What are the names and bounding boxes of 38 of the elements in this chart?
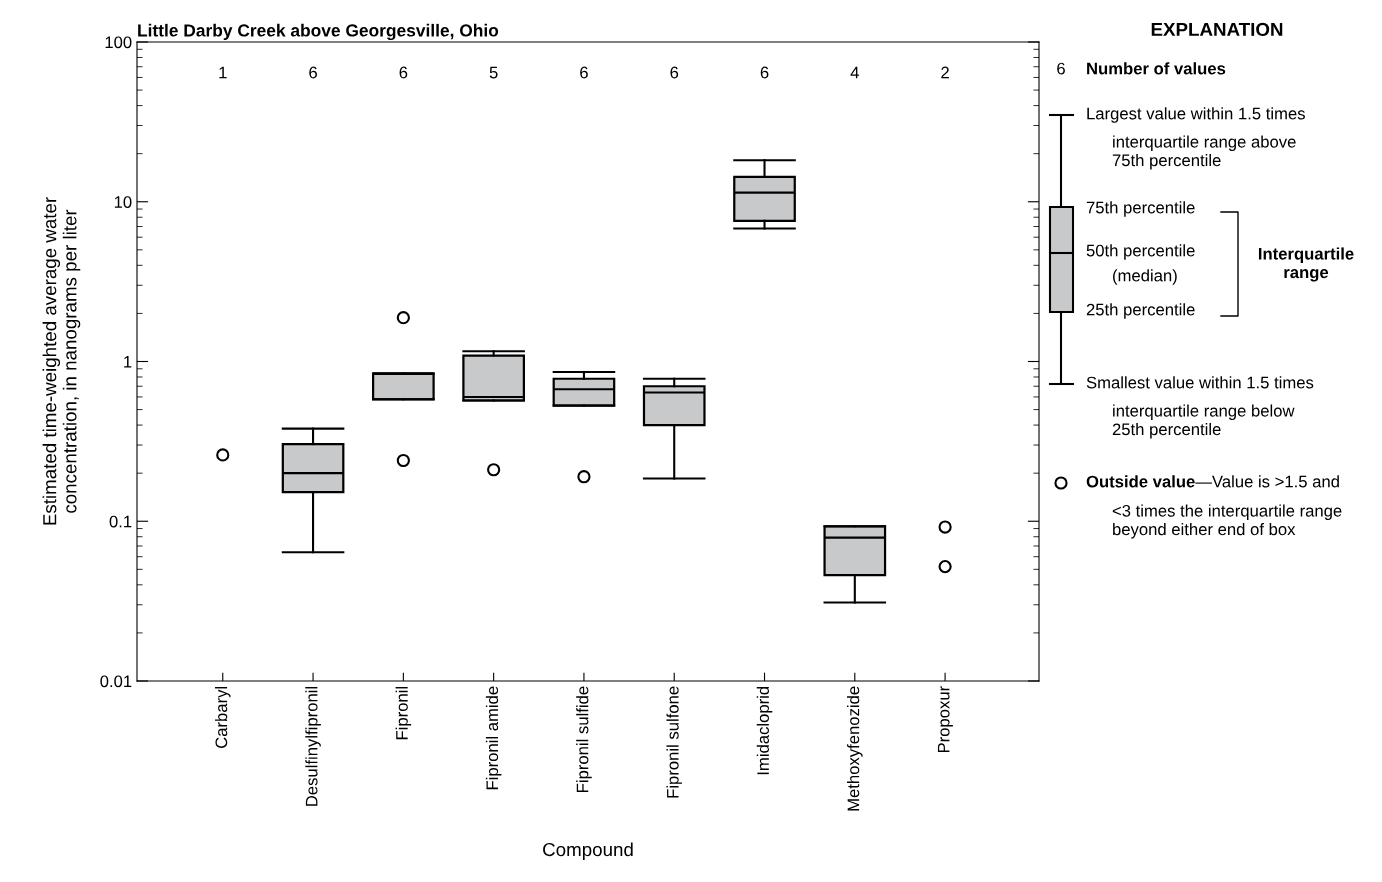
x-tick-label: Fipronil sulfide [576,686,592,792]
text: Number of values [1087,62,1226,75]
text: Smallest value within 1.5 times interquartile range below 25th percentile [1086,376,1314,439]
annotation: 5 [489,66,498,79]
text: 6 [1057,62,1065,75]
y-axis-title: Estimated time-weighted average water concentration, in nanograms per liter [42,197,81,525]
y-tick-label: 10 [114,196,132,208]
chart-title: Little Darby Creek above Georgesville, Ohio [138,23,499,41]
annotation: 2 [941,66,949,79]
annotation: 6 [399,66,408,79]
x-tick-label: Propoxur [937,686,953,753]
y-tick-label: 0.1 [109,515,132,528]
x-tick-label: Fipronil amide [485,686,502,790]
text: 50th percentile (median) [1086,244,1195,285]
text: Interquartile range [1258,247,1354,282]
text: Outside value [1086,475,1195,488]
text: —Value is >1.5 and [1195,475,1339,488]
text: 75th percentile [1086,201,1195,217]
text: 25th percentile [1086,303,1195,319]
text: EXPLANATION [1151,22,1283,37]
x-tick-label: Desulfinylfipronil [305,686,321,806]
annotation: 6 [760,66,769,79]
x-tick-label: Fipronil [395,686,412,740]
annotation: 6 [670,66,679,79]
text: Largest value within 1.5 times interquartile range above 75th percentile [1087,107,1305,170]
x-tick-label: Imidacloprid [756,686,773,775]
annotation: 4 [850,66,859,79]
annotation: 6 [309,66,317,79]
y-tick-label: 1 [124,356,132,368]
annotation: 6 [580,66,588,79]
text: <3 times the interquartile range beyond either end of box [1112,504,1342,539]
x-tick-label: Carbaryl [215,686,231,748]
y-tick-label: 100 [105,36,132,49]
x-tick-label: Methoxyfenozide [847,686,863,811]
y-tick-label: 0.01 [100,675,132,688]
x-tick-label: Fipronil sulfone [666,686,682,798]
x-axis-title: Compound [543,842,633,860]
annotation: 1 [219,66,227,79]
